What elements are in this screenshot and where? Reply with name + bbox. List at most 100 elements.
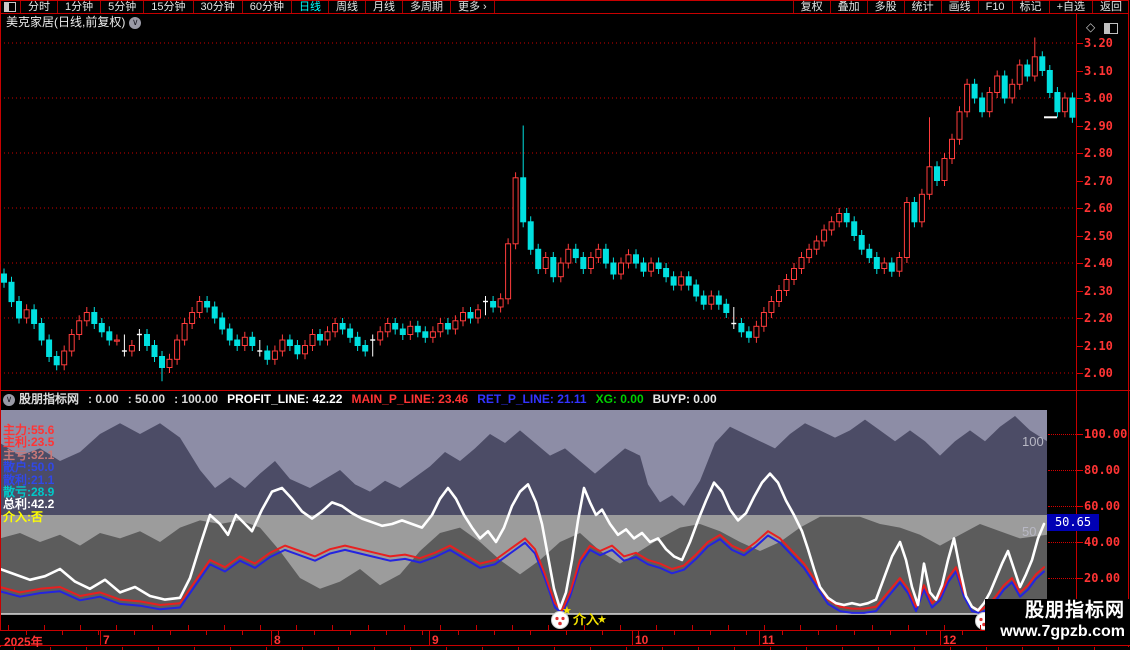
next-pane-tick <box>1094 647 1095 650</box>
price-label-3.20: 3.20 <box>1084 36 1113 50</box>
date-month-sep <box>271 631 272 645</box>
axis-line <box>1076 14 1077 630</box>
price-tickmark <box>1076 290 1083 292</box>
date-month-12: 12 <box>943 633 957 647</box>
date-tick <box>854 631 855 635</box>
price-tickmark <box>1076 208 1083 209</box>
toolbar-period-10[interactable]: 更多 › <box>451 1 495 13</box>
date-tick <box>710 631 711 635</box>
next-pane-tick <box>338 647 339 650</box>
ind-axis-tick <box>1076 470 1083 471</box>
next-pane-edge <box>0 647 1130 650</box>
next-pane-tick <box>158 647 159 650</box>
indicator-readout-0: : 0.00 <box>88 392 119 406</box>
date-month-sep <box>759 631 760 645</box>
date-tick <box>890 631 891 635</box>
next-pane-tick <box>374 647 375 650</box>
toolbar-period-0[interactable]: 分时 <box>21 1 58 13</box>
ind-axis-tick <box>1076 506 1083 507</box>
diamond-icon[interactable]: ◇ <box>1086 20 1096 34</box>
chevron-down-icon[interactable]: ∨ <box>3 393 15 406</box>
next-pane-tick <box>626 647 627 650</box>
watermark-url: www.7gpzb.com <box>1000 623 1125 640</box>
next-pane-tick <box>14 647 15 650</box>
svg-text:100: 100 <box>1022 434 1044 449</box>
next-pane-tick <box>1058 647 1059 650</box>
date-year-label: 2025年 <box>4 635 43 649</box>
next-pane-tick <box>662 647 663 650</box>
price-tickmark <box>1076 70 1083 72</box>
date-month-7: 7 <box>103 633 110 647</box>
date-tick <box>494 631 495 635</box>
stack-主利: 主利:23.5 <box>3 435 55 450</box>
date-tick <box>314 631 315 635</box>
date-month-sep <box>632 631 633 645</box>
next-pane-tick <box>986 647 987 650</box>
indicator-readout-7: BUYP: 0.00 <box>652 392 717 406</box>
next-pane-tick <box>446 647 447 650</box>
ind-axis-tick <box>1076 434 1083 435</box>
pane-divider[interactable] <box>0 390 1130 391</box>
date-tick <box>170 631 171 635</box>
ind-axis-tick <box>1076 542 1083 543</box>
signal-text: 介入 <box>572 612 599 627</box>
action-buttons: 复权 叠加 多股 统计 画线 F10 标记 +自选 返回 <box>792 1 1129 13</box>
next-pane-tick <box>122 647 123 650</box>
stack-主亏: 主亏:32.1 <box>3 447 55 462</box>
toolbar-period-5[interactable]: 60分钟 <box>243 1 292 13</box>
date-tick <box>782 631 783 635</box>
next-pane-tick <box>914 647 915 650</box>
date-month-10: 10 <box>635 633 649 647</box>
price-label-2.60: 2.60 <box>1084 201 1113 215</box>
indicator-readout-5: RET_P_LINE: 21.11 <box>477 392 587 406</box>
toolbar-action-3[interactable]: 统计 <box>903 1 941 13</box>
next-pane-tick <box>770 647 771 650</box>
price-label-3.10: 3.10 <box>1084 63 1113 78</box>
chevron-down-icon[interactable]: ∨ <box>129 16 142 29</box>
toolbar-action-8[interactable]: 返回 <box>1092 1 1129 13</box>
toolbar-action-0[interactable]: 复权 <box>792 1 830 13</box>
stack-总利: 总利:42.2 <box>3 497 55 512</box>
buy-signal-marker-0: ★ <box>551 605 572 629</box>
candlestick-chart[interactable] <box>0 30 1076 390</box>
toolbar-period-2[interactable]: 5分钟 <box>101 1 145 13</box>
date-axis[interactable]: 2025年 7 8 9 10 11 12 <box>0 630 1130 649</box>
next-pane-tick <box>482 647 483 650</box>
date-month-9: 9 <box>432 633 439 647</box>
indicator-title[interactable]: 股朋指标网 <box>19 392 80 406</box>
toolbar-period-7[interactable]: 周线 <box>329 1 366 13</box>
toolbar-period-6[interactable]: 日线 <box>292 1 329 13</box>
price-tickmark <box>1076 125 1083 127</box>
next-pane-tick <box>194 647 195 650</box>
date-tick <box>386 631 387 635</box>
toolbar-action-7[interactable]: +自选 <box>1048 1 1092 13</box>
ind-axis-label-80: 80.00 <box>1084 463 1121 477</box>
next-pane-tick <box>950 647 951 650</box>
indicator-readouts: : 0.00: 50.00: 100.00 PROFIT_LINE: 42.22 M… <box>88 392 726 406</box>
toolbar-period-8[interactable]: 月线 <box>366 1 403 13</box>
toolbar-period-4[interactable]: 30分钟 <box>194 1 243 13</box>
toolbar-action-1[interactable]: 叠加 <box>829 1 867 13</box>
toolbar-period-9[interactable]: 多周期 <box>403 1 451 13</box>
toolbar-action-4[interactable]: 画线 <box>940 1 978 13</box>
price-tickmark <box>1076 235 1083 237</box>
date-tick <box>26 631 27 635</box>
toolbar-action-2[interactable]: 多股 <box>866 1 904 13</box>
layout-icon[interactable] <box>0 1 21 13</box>
date-tick <box>242 631 243 635</box>
toolbar-action-5[interactable]: F10 <box>977 1 1012 13</box>
stack-散利: 散利:21.1 <box>3 472 55 487</box>
indicator-readout-2: : 100.00 <box>174 392 219 406</box>
date-tick <box>350 631 351 635</box>
next-pane-tick <box>734 647 735 650</box>
date-tick <box>62 631 63 635</box>
price-tickmark <box>1076 263 1083 264</box>
split-view-icon[interactable] <box>1104 23 1118 34</box>
toolbar-period-1[interactable]: 1分钟 <box>58 1 102 13</box>
toolbar-action-6[interactable]: 标记 <box>1011 1 1049 13</box>
indicator-readout-3: PROFIT_LINE: 42.22 <box>227 392 343 406</box>
next-pane-tick <box>230 647 231 650</box>
ind-axis-leader <box>1048 578 1076 579</box>
toolbar-period-3[interactable]: 15分钟 <box>144 1 194 13</box>
